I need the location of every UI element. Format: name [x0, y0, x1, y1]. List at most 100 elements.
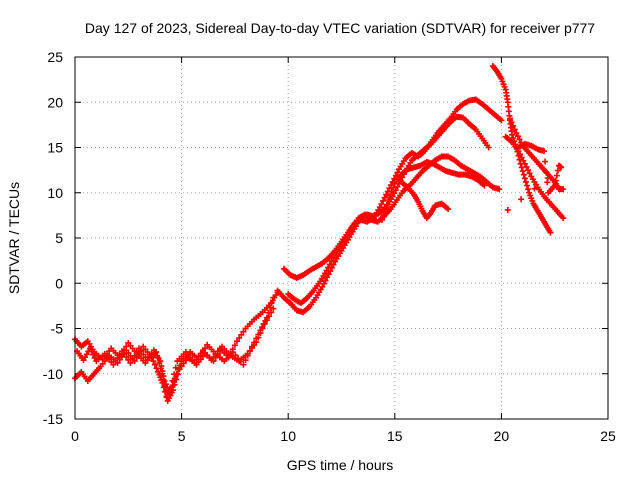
data-point	[383, 191, 390, 198]
data-point	[173, 370, 180, 377]
data-point	[542, 158, 549, 165]
data-point	[262, 317, 269, 324]
data-point	[244, 352, 251, 359]
data-point	[138, 347, 145, 354]
series-sat-i	[489, 63, 554, 236]
data-point	[260, 320, 267, 327]
data-point	[175, 366, 182, 373]
data-point	[558, 164, 565, 171]
data-point	[518, 154, 525, 161]
data-point	[523, 163, 530, 170]
y-tick-label: -15	[43, 411, 63, 427]
data-point	[153, 365, 160, 372]
data-point	[514, 133, 521, 140]
data-point	[387, 192, 394, 199]
data-point	[326, 261, 333, 268]
x-tick-label: 0	[71, 428, 79, 444]
data-point	[216, 347, 223, 354]
data-point	[123, 343, 130, 350]
series-sat-h	[398, 178, 452, 222]
data-point	[116, 354, 123, 361]
axis-ticks: 0 5 10 15 20 25 -15 -10 -5 0 5 10 15 20 25	[43, 49, 616, 444]
data-point	[516, 136, 523, 143]
data-point	[257, 327, 264, 334]
data-point	[162, 388, 169, 395]
data-point	[114, 359, 121, 366]
data-point	[240, 328, 247, 335]
data-point	[526, 170, 533, 177]
data-point	[168, 386, 175, 393]
data-point	[253, 335, 260, 342]
data-point	[248, 343, 255, 350]
data-point	[270, 294, 277, 301]
x-tick-label: 20	[494, 428, 510, 444]
data-point	[394, 183, 401, 190]
data-point	[518, 196, 525, 203]
data-point	[161, 377, 168, 384]
plot-area	[72, 63, 567, 404]
data-point	[322, 277, 329, 284]
data-point	[510, 122, 517, 129]
data-point	[160, 373, 167, 380]
data-point	[325, 264, 332, 271]
data-point	[169, 382, 176, 389]
data-point	[319, 283, 326, 290]
data-point	[383, 201, 390, 208]
data-point	[199, 349, 206, 356]
data-point	[235, 355, 242, 362]
data-point	[520, 171, 527, 178]
x-tick-label: 25	[600, 428, 616, 444]
data-point	[157, 358, 164, 365]
plot-frame	[74, 56, 609, 420]
data-point	[150, 358, 157, 365]
data-point	[508, 119, 515, 126]
y-tick-label: 20	[47, 94, 63, 110]
data-point	[496, 186, 503, 193]
data-point	[521, 160, 528, 167]
data-point	[511, 126, 518, 133]
data-point	[144, 356, 151, 363]
data-point	[543, 168, 550, 175]
data-point	[560, 186, 567, 193]
data-point	[544, 175, 551, 182]
data-point	[551, 182, 558, 189]
data-point	[229, 349, 236, 356]
data-point	[388, 188, 395, 195]
data-point	[504, 206, 511, 213]
data-point	[170, 379, 177, 386]
x-tick-label: 5	[178, 428, 186, 444]
data-point	[325, 271, 332, 278]
data-point	[378, 201, 385, 208]
y-tick-label: 10	[47, 185, 63, 201]
data-point	[142, 359, 149, 366]
data-point	[394, 169, 401, 176]
data-point	[236, 335, 243, 342]
data-point	[162, 381, 169, 388]
data-point	[328, 258, 335, 265]
data-point	[151, 361, 158, 368]
data-point	[238, 331, 245, 338]
data-point	[523, 182, 530, 189]
series-sat-l	[504, 140, 565, 213]
data-point	[265, 309, 272, 316]
data-point	[390, 184, 397, 191]
data-point	[554, 167, 561, 174]
data-point	[172, 375, 179, 382]
data-point	[320, 280, 327, 287]
data-point	[498, 117, 505, 124]
data-point	[522, 178, 529, 185]
data-point	[381, 194, 388, 201]
data-point	[210, 358, 217, 365]
y-axis-label: SDTVAR / TECUs	[6, 182, 22, 294]
data-point	[251, 339, 258, 346]
data-point	[110, 361, 117, 368]
data-point	[231, 342, 238, 349]
data-point	[195, 356, 202, 363]
data-point	[382, 206, 389, 213]
data-point	[159, 368, 166, 375]
data-point	[267, 304, 274, 311]
data-point	[197, 352, 204, 359]
data-point	[506, 115, 513, 122]
